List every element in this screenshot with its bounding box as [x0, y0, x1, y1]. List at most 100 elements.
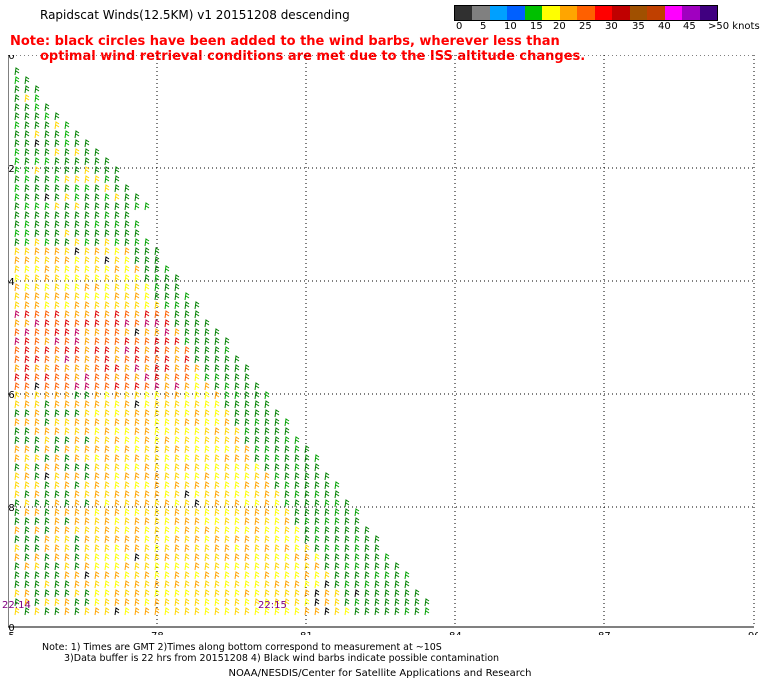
wind-barb — [244, 499, 250, 508]
wind-barb — [354, 553, 360, 562]
wind-barb — [144, 301, 150, 310]
wind-barb — [224, 589, 230, 598]
wind-barb — [114, 355, 120, 364]
wind-barb — [234, 571, 240, 580]
wind-barb — [84, 292, 90, 301]
wind-barb — [264, 490, 270, 499]
wind-barb — [24, 184, 30, 193]
wind-barb — [314, 472, 320, 481]
wind-barb — [124, 310, 130, 319]
wind-barb — [374, 535, 380, 544]
wind-barb — [174, 427, 180, 436]
wind-barb — [324, 571, 330, 580]
color-swatch — [472, 6, 490, 20]
wind-barb — [44, 355, 50, 364]
wind-barb — [124, 211, 130, 220]
wind-barb — [34, 94, 40, 103]
wind-barb — [114, 202, 120, 211]
wind-barb — [364, 589, 370, 598]
wind-barb — [114, 553, 120, 562]
wind-barb — [114, 310, 120, 319]
wind-barb — [164, 517, 170, 526]
wind-barb — [44, 193, 50, 202]
wind-barb — [174, 607, 180, 616]
wind-barb — [74, 472, 80, 481]
wind-barb — [154, 544, 160, 553]
wind-barb — [44, 103, 50, 112]
wind-barb — [144, 607, 150, 616]
wind-barb — [284, 553, 290, 562]
wind-barb — [204, 544, 210, 553]
wind-barb — [14, 373, 20, 382]
wind-barb — [24, 598, 30, 607]
wind-barb — [224, 454, 230, 463]
wind-barb — [84, 526, 90, 535]
wind-barb — [34, 265, 40, 274]
wind-barb — [94, 346, 100, 355]
wind-barb — [134, 409, 140, 418]
wind-barb — [204, 427, 210, 436]
wind-barb — [84, 490, 90, 499]
wind-barb — [284, 427, 290, 436]
wind-barb — [114, 418, 120, 427]
wind-barb — [134, 544, 140, 553]
wind-barb — [194, 328, 200, 337]
wind-barb — [44, 328, 50, 337]
wind-barb — [34, 517, 40, 526]
wind-barb — [64, 247, 70, 256]
wind-barb — [164, 445, 170, 454]
wind-barb — [14, 319, 20, 328]
wind-barb — [194, 418, 200, 427]
wind-barb — [54, 337, 60, 346]
wind-barb — [214, 391, 220, 400]
wind-barb — [174, 310, 180, 319]
wind-barb — [204, 463, 210, 472]
wind-barb — [144, 472, 150, 481]
wind-barb — [84, 274, 90, 283]
wind-barb — [124, 247, 130, 256]
wind-barb — [54, 283, 60, 292]
wind-barb — [144, 436, 150, 445]
wind-barb — [24, 454, 30, 463]
wind-barb — [24, 175, 30, 184]
wind-barb — [104, 553, 110, 562]
wind-barb — [14, 589, 20, 598]
wind-barb — [254, 562, 260, 571]
wind-barb — [14, 391, 20, 400]
wind-barb — [294, 481, 300, 490]
wind-barb — [144, 265, 150, 274]
wind-barb — [104, 418, 110, 427]
wind-barb — [154, 526, 160, 535]
wind-barb — [124, 418, 130, 427]
wind-barb — [284, 589, 290, 598]
wind-barb — [204, 553, 210, 562]
wind-barb — [244, 400, 250, 409]
wind-barb — [24, 265, 30, 274]
wind-barb — [234, 508, 240, 517]
wind-barb — [44, 229, 50, 238]
wind-barb — [194, 598, 200, 607]
wind-barb — [304, 607, 310, 616]
wind-barb — [184, 535, 190, 544]
wind-barb — [114, 490, 120, 499]
wind-barb — [134, 562, 140, 571]
wind-barb — [184, 607, 190, 616]
wind-barb — [124, 373, 130, 382]
wind-barb — [134, 463, 140, 472]
wind-barb — [14, 94, 20, 103]
wind-barb — [334, 562, 340, 571]
wind-barb — [334, 598, 340, 607]
wind-barb — [124, 472, 130, 481]
wind-barb — [84, 202, 90, 211]
wind-barb — [34, 364, 40, 373]
wind-barb — [154, 328, 160, 337]
wind-barb — [74, 607, 80, 616]
wind-barb — [144, 499, 150, 508]
wind-barb — [114, 373, 120, 382]
wind-barb — [344, 589, 350, 598]
wind-barb — [154, 382, 160, 391]
wind-barb — [144, 319, 150, 328]
wind-barb — [34, 139, 40, 148]
wind-barb — [154, 454, 160, 463]
wind-barb — [354, 562, 360, 571]
